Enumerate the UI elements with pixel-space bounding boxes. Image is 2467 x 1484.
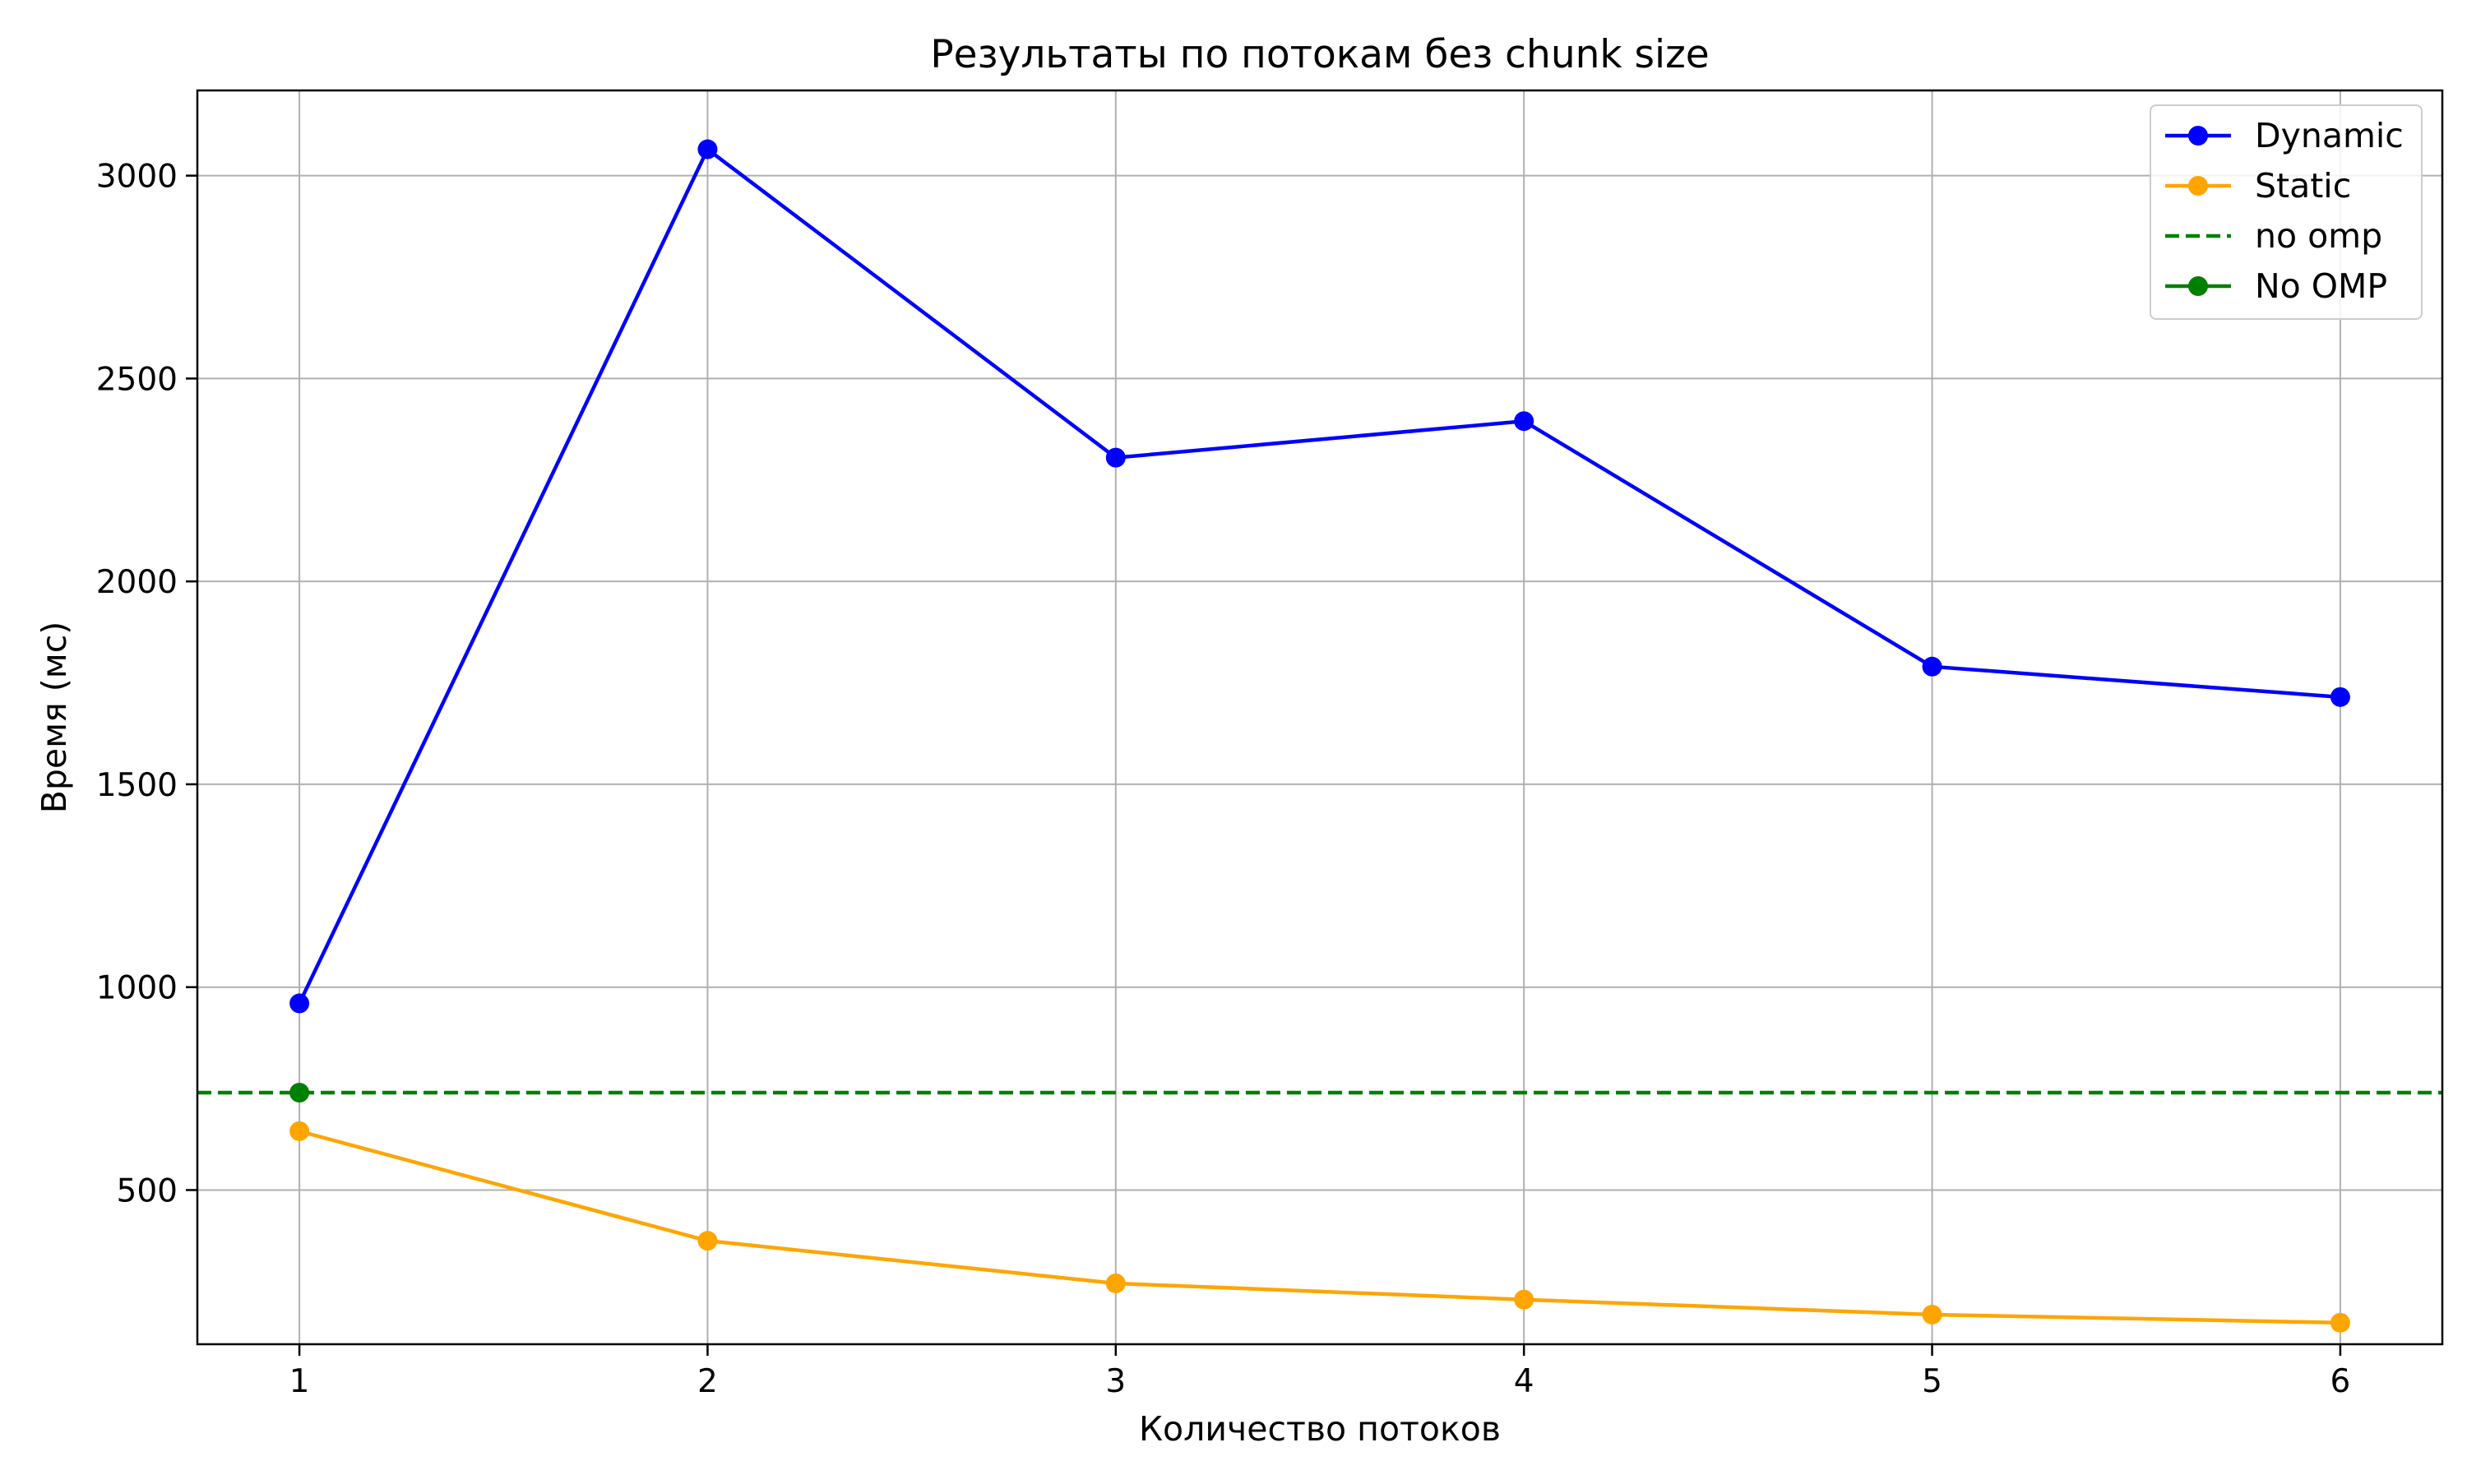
x-tick-label: 6 <box>2330 1363 2350 1400</box>
data-point-static <box>289 1121 310 1141</box>
legend-label-no-omp: No OMP <box>2255 266 2387 306</box>
y-tick-label: 1000 <box>96 970 178 1007</box>
series-line-static <box>299 1129 2340 1325</box>
y-tick-label: 2500 <box>96 361 178 398</box>
series-line-dynamic <box>298 147 2341 1005</box>
x-axis-label: Количество потоков <box>1139 1409 1501 1449</box>
x-tick-label: 1 <box>289 1363 310 1400</box>
x-tick-label: 4 <box>1514 1363 1534 1400</box>
x-tick-label: 5 <box>1922 1363 1942 1400</box>
y-tick-label: 1500 <box>96 767 178 804</box>
data-point-dynamic <box>1922 656 1942 677</box>
y-tick-label: 2000 <box>96 564 178 601</box>
legend-item-no-omp: No OMP <box>2165 266 2387 306</box>
legend-marker-no-omp <box>2188 276 2208 296</box>
legend-label-static: Static <box>2255 166 2351 206</box>
legend-item-no-omp: no omp <box>2165 216 2382 256</box>
legend-item-dynamic: Dynamic <box>2165 116 2404 155</box>
legend-item-static: Static <box>2165 166 2351 206</box>
data-point-static <box>2330 1312 2350 1333</box>
series-no-omp <box>289 1083 310 1103</box>
data-point-no-omp <box>289 1083 310 1103</box>
legend-box <box>2150 104 2423 320</box>
data-point-static <box>1922 1304 1942 1325</box>
axes-frame <box>196 89 2444 1346</box>
chart-title: Результаты по потокам без chunk size <box>930 32 1709 77</box>
data-point-dynamic <box>2330 687 2350 707</box>
data-point-static <box>697 1231 718 1251</box>
data-point-dynamic <box>1514 411 1534 432</box>
legend: Dynamic Static no omp No OMP <box>2150 104 2423 320</box>
data-point-dynamic <box>1105 447 1126 468</box>
x-tick-label: 2 <box>697 1363 718 1400</box>
series-static <box>289 1121 2350 1333</box>
legend-label-no-omp: no omp <box>2255 216 2382 256</box>
data-point-static <box>1105 1273 1126 1293</box>
data-point-static <box>1514 1289 1534 1310</box>
data-point-dynamic <box>289 993 310 1014</box>
legend-marker-dynamic <box>2188 126 2208 146</box>
y-tick-label: 500 <box>117 1172 178 1209</box>
series-layer <box>197 139 2442 1333</box>
x-tick-label: 3 <box>1105 1363 1126 1400</box>
ticks: 1 2 3 4 5 6 500 1000 1500 2000 2500 3000 <box>96 159 2351 1400</box>
y-axis-label: Время (мс) <box>35 622 74 813</box>
legend-label-dynamic: Dynamic <box>2255 116 2404 155</box>
series-dynamic <box>289 139 2350 1014</box>
legend-marker-static <box>2188 176 2208 196</box>
data-point-dynamic <box>697 139 718 159</box>
y-tick-label: 3000 <box>96 159 178 196</box>
